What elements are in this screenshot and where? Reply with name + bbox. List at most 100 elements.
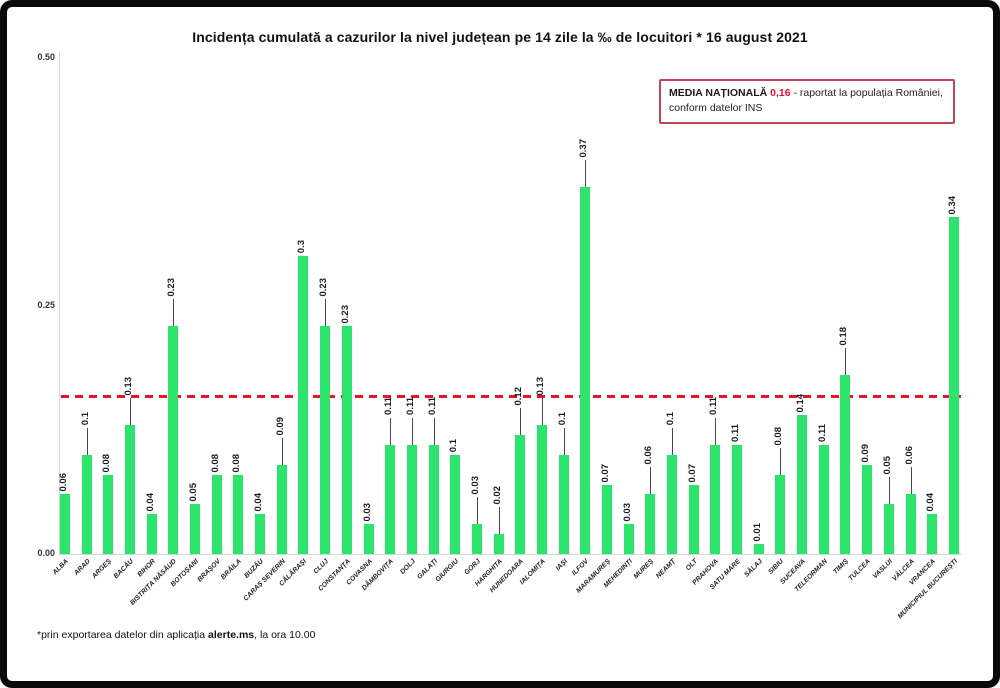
bar-value-label: 0.08 xyxy=(773,426,785,446)
bar xyxy=(862,465,873,554)
bar xyxy=(515,435,526,554)
bar xyxy=(623,524,634,554)
bar xyxy=(710,445,721,554)
bar-label-leader-line xyxy=(281,438,283,465)
bar xyxy=(146,514,157,554)
bar-label-leader-line xyxy=(520,408,522,435)
bar xyxy=(320,326,331,554)
bar-value-label: 0.23 xyxy=(166,277,178,297)
national-average-note-box: MEDIA NAȚIONALĂ 0,16 - raportat la popul… xyxy=(659,79,955,125)
bar xyxy=(233,475,244,554)
y-axis-tick-050: 0.50 xyxy=(37,52,55,62)
bar-value-label: 0.09 xyxy=(274,416,286,436)
bar-label-leader-line xyxy=(541,398,543,425)
national-average-label: MEDIA NAȚIONALĂ xyxy=(669,87,771,99)
bar xyxy=(255,514,266,554)
bar-value-label: 0.03 xyxy=(361,502,373,522)
bar-label-leader-line xyxy=(585,160,587,187)
bar xyxy=(103,475,114,554)
bar xyxy=(602,485,612,554)
bar xyxy=(471,524,482,554)
bar-value-label: 0.1 xyxy=(79,411,91,425)
bar xyxy=(168,326,179,554)
footer-prefix: *prin exportarea datelor din aplicația xyxy=(37,629,209,641)
bar-value-label: 0.1 xyxy=(448,438,460,452)
bar-value-label: 0.3 xyxy=(296,239,308,253)
bar-category-label: SĂLAJ xyxy=(742,558,764,579)
bar-label-leader-line xyxy=(173,299,175,326)
bar xyxy=(948,217,959,554)
bar xyxy=(363,524,374,554)
bar-value-label: 0.08 xyxy=(231,453,243,473)
bar-label-leader-line xyxy=(130,398,132,425)
bar-category-label: DOLJ xyxy=(399,558,417,576)
bar-value-label: 0.13 xyxy=(123,376,135,396)
national-average-description: - raportat la populația României, confor… xyxy=(669,87,943,115)
bar-label-leader-line xyxy=(715,418,717,445)
bar-category-label: IALOMIȚA xyxy=(518,558,547,587)
bar xyxy=(190,504,201,554)
bar-value-label: 0.06 xyxy=(58,472,69,492)
bar-category-label: VÂLCEA xyxy=(890,558,916,583)
bar xyxy=(667,455,678,554)
bar-value-label: 0.05 xyxy=(881,455,893,475)
bar-category-label: TIMIȘ xyxy=(832,558,851,576)
y-axis-tick-025: 0.25 xyxy=(37,300,55,310)
bar xyxy=(927,514,938,554)
bar xyxy=(580,187,591,554)
bar-value-label: 0.37 xyxy=(578,138,590,158)
bar-label-leader-line xyxy=(433,418,435,445)
national-average-dashed-line xyxy=(61,395,961,398)
bar-value-label: 0.04 xyxy=(253,492,265,512)
bar-value-label: 0.11 xyxy=(816,424,828,442)
bars-layer: 0.06 ALBA 0.1 ARAD 0.08 ARGEȘ 0.13 BACĂU 0.04 BIH… xyxy=(7,7,993,681)
bar xyxy=(428,445,439,554)
bar-label-leader-line xyxy=(650,467,652,494)
bar-value-label: 0.08 xyxy=(101,453,113,473)
bar-value-label: 0.11 xyxy=(730,424,742,442)
chart-title: Incidența cumulată a cazurilor la nivel … xyxy=(192,29,808,45)
bar-value-label: 0.07 xyxy=(600,463,611,483)
bar-label-leader-line xyxy=(86,428,88,455)
bar-category-label: TELEORMAN xyxy=(793,558,829,594)
bar xyxy=(81,455,92,554)
bar-label-leader-line xyxy=(411,418,413,445)
bar-value-label: 0.01 xyxy=(751,522,763,542)
bar-label-leader-line xyxy=(476,497,478,524)
bar-category-label: OLT xyxy=(684,558,699,573)
bar xyxy=(775,475,786,554)
bar-category-label: GALAȚI xyxy=(415,558,439,581)
bar-label-leader-line xyxy=(780,448,782,475)
footer-note: *prin exportarea datelor din aplicația a… xyxy=(37,629,315,641)
bar-category-label: VASLUI xyxy=(871,558,894,581)
footer-suffix: , la ora 10.00 xyxy=(254,629,316,641)
bar-category-label: MUNICIPIUL BUCUREȘTI xyxy=(896,558,959,621)
bar xyxy=(211,475,222,554)
x-axis-baseline xyxy=(59,554,961,555)
bar-value-label: 0.11 xyxy=(383,397,395,415)
bar-value-label: 0.12 xyxy=(513,386,525,406)
bar xyxy=(385,445,396,554)
bar-label-leader-line xyxy=(390,418,392,445)
bar xyxy=(688,485,699,554)
bar-value-label: 0.13 xyxy=(534,376,546,396)
bar xyxy=(645,494,656,554)
bar xyxy=(493,534,504,554)
bar-value-label: 0.11 xyxy=(426,397,438,415)
bar-value-label: 0.08 xyxy=(209,453,221,473)
bar-value-label: 0.02 xyxy=(491,485,503,505)
bar xyxy=(818,445,829,554)
bar xyxy=(60,494,70,554)
bar-value-label: 0.18 xyxy=(838,326,850,346)
bar-value-label: 0.34 xyxy=(946,195,958,215)
y-axis-line xyxy=(59,52,60,555)
bar-category-label: IAȘI xyxy=(554,558,569,573)
bar-value-label: 0.11 xyxy=(404,397,416,415)
bar-value-label: 0.04 xyxy=(925,492,937,512)
bar-label-leader-line xyxy=(672,428,674,455)
bar-category-label: VRANCEA xyxy=(908,558,938,587)
bar-category-label: GORJ xyxy=(463,558,482,577)
bar xyxy=(797,415,808,554)
bar-value-label: 0.1 xyxy=(556,411,568,425)
